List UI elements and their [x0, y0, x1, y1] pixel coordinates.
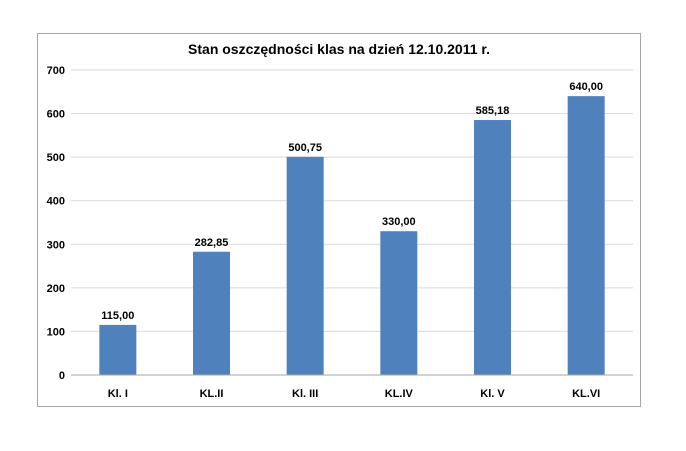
- data-label: 282,85: [195, 237, 229, 249]
- x-category-label: Kl. III: [292, 388, 318, 400]
- bar: [193, 251, 230, 375]
- data-label: 585,18: [476, 105, 510, 117]
- data-label: 500,75: [288, 142, 322, 154]
- y-tick-label: 0: [59, 370, 65, 382]
- gridlines: [71, 69, 633, 332]
- x-category-label: KL.IV: [385, 388, 414, 400]
- chart-container: Stan oszczędności klas na dzień 12.10.20…: [37, 33, 641, 407]
- data-label: 115,00: [101, 310, 134, 322]
- y-tick-label: 300: [47, 239, 65, 251]
- chart-title: Stan oszczędności klas na dzień 12.10.20…: [188, 41, 490, 57]
- y-tick-label: 400: [47, 196, 65, 208]
- y-tick-label: 500: [47, 152, 65, 164]
- bar: [567, 96, 605, 375]
- x-axis-categories: Kl. I KL.II Kl. III KL.IV Kl. V KL.VI: [108, 388, 600, 400]
- y-tick-label: 100: [47, 326, 65, 338]
- bars: [99, 96, 605, 375]
- data-labels: 115,00 282,85 500,75 330,00 585,18 640,00: [101, 81, 603, 322]
- y-tick-label: 600: [47, 109, 65, 121]
- data-label: 330,00: [382, 216, 416, 228]
- x-category-label: KL.VI: [572, 388, 600, 400]
- bar: [474, 120, 511, 375]
- bar: [99, 324, 137, 375]
- x-category-label: KL.II: [200, 388, 224, 400]
- x-category-label: Kl. I: [108, 388, 128, 400]
- x-category-label: Kl. V: [480, 388, 505, 400]
- y-tick-label: 200: [47, 283, 65, 295]
- bar: [380, 231, 418, 375]
- bar: [286, 156, 324, 375]
- bar-chart: Stan oszczędności klas na dzień 12.10.20…: [47, 41, 633, 400]
- y-axis-ticks: 0 100 200 300 400 500 600 700: [47, 65, 65, 382]
- data-label: 640,00: [569, 81, 603, 93]
- y-tick-label: 700: [47, 65, 65, 77]
